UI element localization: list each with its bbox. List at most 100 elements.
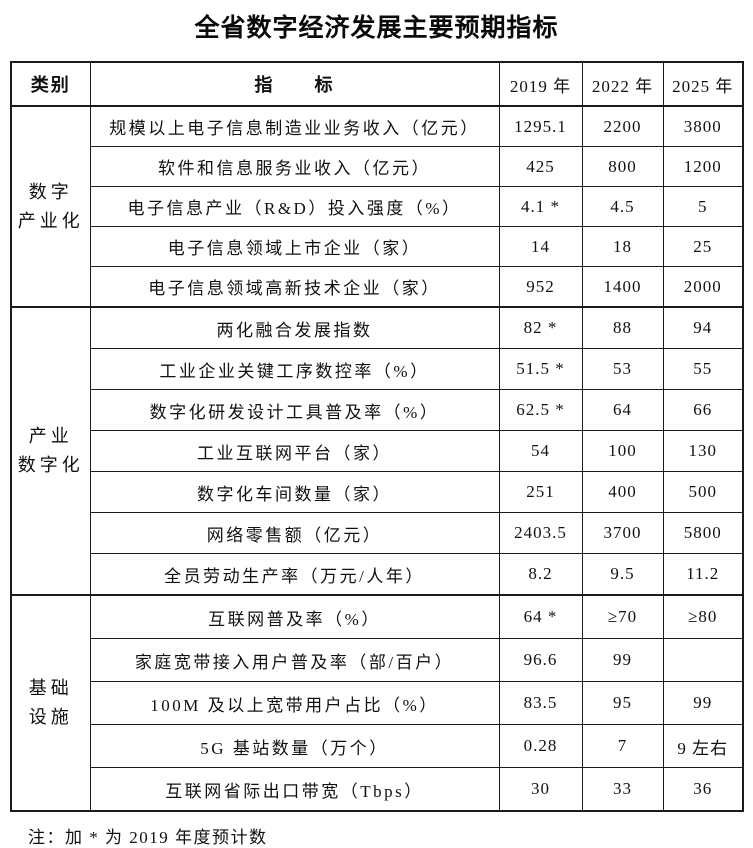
value-cell-2025: 5 [662,186,744,227]
table-row: 全员劳动生产率（万元/人年） 8.2 9.5 11.2 [11,553,744,596]
col-header-category: 类别 [10,61,91,107]
value-cell-2019: 83.5 [498,681,583,725]
indicator-cell: 全员劳动生产率（万元/人年） [89,553,500,596]
value-cell-2025: 500 [662,471,744,513]
table-row: 电子信息产业（R&D）投入强度（%） 4.1 * 4.5 5 [11,186,744,227]
value-cell-2019: 2403.5 [498,512,583,554]
value-cell-2022: 3700 [581,512,664,554]
col-header-2022: 2022 年 [581,61,664,107]
value-cell-2019: 51.5 * [498,348,583,390]
value-cell-2019: 8.2 [498,553,583,596]
table-row: 电子信息领域上市企业（家） 14 18 25 [11,226,744,267]
value-cell-2022: 400 [581,471,664,513]
table-row: 数字化车间数量（家） 251 400 500 [11,471,744,513]
category-line: 数字化 [17,455,84,475]
value-cell-2025 [662,638,744,682]
col-header-2025: 2025 年 [662,61,744,107]
value-cell-2019: 96.6 [498,638,583,682]
value-cell-2025: 1200 [662,146,744,187]
value-cell-2022: 9.5 [581,553,664,596]
indicator-cell: 数字化车间数量（家） [89,471,500,513]
indicator-cell: 工业企业关键工序数控率（%） [89,348,500,390]
indicator-cell: 电子信息领域上市企业（家） [89,226,500,267]
value-cell-2019: 30 [498,767,583,812]
value-cell-2022: 4.5 [581,186,664,227]
value-cell-2025: 2000 [662,266,744,308]
page-title: 全省数字经济发展主要预期指标 [194,14,559,42]
value-cell-2025: 11.2 [662,553,744,596]
value-cell-2025: ≥80 [662,594,744,639]
value-cell-2019: 4.1 * [498,186,583,227]
indicator-cell: 两化融合发展指数 [89,306,500,349]
indicators-table: 类别 指 标 2019 年 2022 年 2025 年 数字 产业化 规模以上电… [10,61,744,812]
value-cell-2019: 82 * [498,306,583,349]
col-header-indicator: 指 标 [89,61,500,107]
table-row: 100M 及以上宽带用户占比（%） 83.5 95 99 [11,681,744,725]
value-cell-2025: 55 [662,348,744,390]
value-cell-2022: 95 [581,681,664,725]
indicator-cell: 网络零售额（亿元） [89,512,500,554]
value-cell-2019: 952 [498,266,583,308]
value-cell-2025: 99 [662,681,744,725]
value-cell-2022: 64 [581,389,664,431]
table-row: 5G 基站数量（万个） 0.28 7 9 左右 [11,724,744,768]
value-cell-2019: 14 [498,226,583,267]
value-cell-2022: 88 [581,306,664,349]
indicator-cell: 电子信息领域高新技术企业（家） [89,266,500,308]
value-cell-2019: 62.5 * [498,389,583,431]
indicator-cell: 软件和信息服务业收入（亿元） [89,146,500,187]
table-row: 软件和信息服务业收入（亿元） 425 800 1200 [11,146,744,187]
category-cell-industry-digitalization: 产业 数字化 [10,306,91,596]
value-cell-2022: 7 [581,724,664,768]
indicator-cell: 互联网普及率（%） [89,594,500,639]
value-cell-2022: 1400 [581,266,664,308]
value-cell-2019: 0.28 [498,724,583,768]
table-row: 家庭宽带接入用户普及率（部/百户） 96.6 99 [11,638,744,682]
indicator-cell: 5G 基站数量（万个） [89,724,500,768]
category-line: 数字 [28,181,73,202]
table-row: 互联网省际出口带宽（Tbps） 30 33 36 [11,767,744,812]
value-cell-2022: 33 [581,767,664,812]
value-cell-2019: 54 [498,430,583,472]
table-header-row: 类别 指 标 2019 年 2022 年 2025 年 [10,61,744,107]
value-cell-2022: 99 [581,638,664,682]
table-row: 产业 数字化 两化融合发展指数 82 * 88 94 [10,306,744,596]
table-row: 电子信息领域高新技术企业（家） 952 1400 2000 [11,266,744,308]
value-cell-2019: 425 [498,146,583,187]
value-cell-2022: ≥70 [581,594,664,639]
indicator-cell: 家庭宽带接入用户普及率（部/百户） [89,638,500,682]
indicator-cell: 工业互联网平台（家） [89,430,500,472]
indicator-cell: 电子信息产业（R&D）投入强度（%） [89,186,500,227]
table-row: 数字 产业化 规模以上电子信息制造业业务收入（亿元） 1295.1 2200 3… [10,105,744,308]
table-row: 数字化研发设计工具普及率（%） 62.5 * 64 66 [11,389,744,431]
value-cell-2025: 25 [662,226,744,267]
category-line: 设施 [28,707,73,727]
value-cell-2025: 130 [662,430,744,472]
value-cell-2022: 2200 [581,105,664,147]
value-cell-2022: 18 [581,226,664,267]
table-row: 工业企业关键工序数控率（%） 51.5 * 53 55 [11,348,744,390]
category-line: 产业化 [17,210,84,231]
table-row: 工业互联网平台（家） 54 100 130 [11,430,744,472]
indicator-cell: 数字化研发设计工具普及率（%） [89,389,500,431]
indicator-cell: 规模以上电子信息制造业业务收入（亿元） [89,105,500,147]
value-cell-2022: 53 [581,348,664,390]
value-cell-2022: 100 [581,430,664,472]
value-cell-2025: 5800 [662,512,744,554]
value-cell-2025: 94 [662,306,744,349]
category-cell-digital-industrialization: 数字 产业化 [10,105,91,308]
footnote: 注：加 * 为 2019 年度预计数 [28,828,268,847]
value-cell-2025: 66 [662,389,744,431]
value-cell-2025: 3800 [662,105,744,147]
value-cell-2025: 36 [662,767,744,812]
table-row: 基础 设施 互联网普及率（%） 64 * ≥70 ≥80 [10,594,744,812]
table-row: 网络零售额（亿元） 2403.5 3700 5800 [11,512,744,554]
value-cell-2025: 9 左右 [662,724,744,768]
category-line: 产业 [28,426,73,446]
value-cell-2022: 800 [581,146,664,187]
indicator-cell: 互联网省际出口带宽（Tbps） [89,767,500,812]
category-cell-infrastructure: 基础 设施 [10,594,91,812]
value-cell-2019: 64 * [498,594,583,639]
col-header-2019: 2019 年 [498,61,583,107]
indicator-cell: 100M 及以上宽带用户占比（%） [89,681,500,725]
